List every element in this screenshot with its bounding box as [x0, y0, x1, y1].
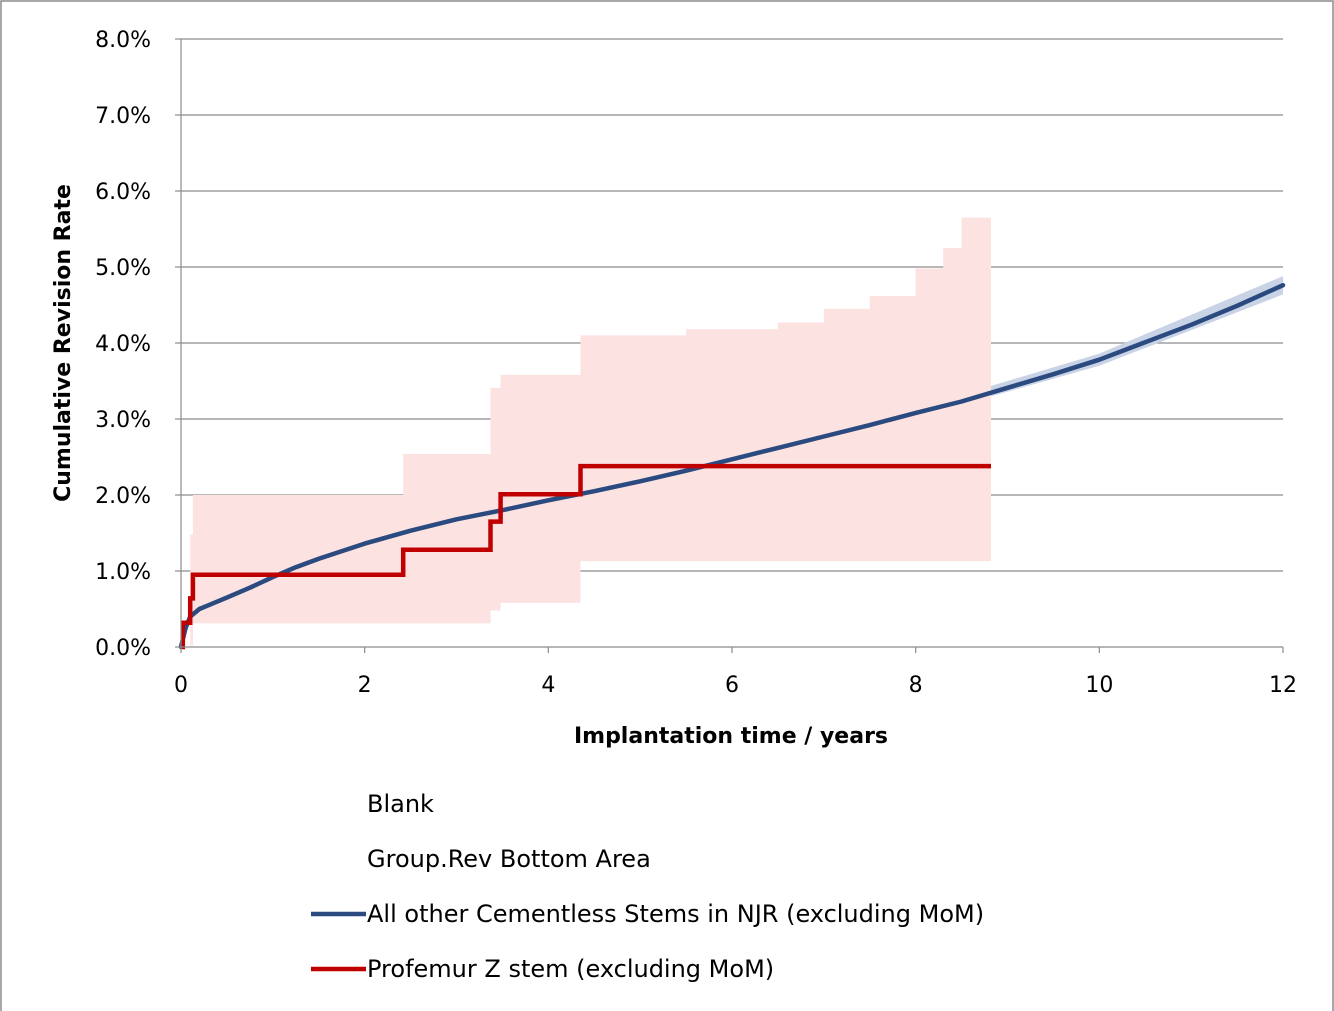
x-tick-label: 2 [358, 673, 372, 698]
confidence-bands [190, 149, 1284, 646]
y-tick-label: 7.0% [95, 104, 151, 129]
x-tick-label: 6 [725, 673, 739, 698]
legend-item-label: Profemur Z stem (excluding MoM) [367, 955, 774, 983]
series-line-profemur [180, 463, 991, 650]
x-tick-labels: 0 2 4 6 8 10 12 [174, 673, 1297, 698]
y-tick-label: 3.0% [95, 408, 151, 433]
y-tick-label: 2.0% [95, 484, 151, 509]
legend-item-label: All other Cementless Stems in NJR (exclu… [367, 900, 984, 928]
x-tick-label: 10 [1085, 673, 1113, 698]
y-tick-label: 1.0% [95, 560, 151, 585]
profemur-confidence-band [190, 149, 991, 646]
y-tick-label: 6.0% [95, 180, 151, 205]
x-tick-label: 12 [1269, 673, 1297, 698]
y-tick-label: 4.0% [95, 332, 151, 357]
y-tick-label: 5.0% [95, 256, 151, 281]
legend-item-label: Group.Rev Bottom Area [367, 845, 651, 873]
axes [175, 38, 1284, 653]
y-tick-labels: 0.0% 1.0% 2.0% 3.0% 4.0% 5.0% 6.0% 7.0% 8.0% [95, 28, 151, 661]
series-lines [178, 282, 1286, 650]
x-tick-label: 4 [541, 673, 555, 698]
legend-item-label: Blank [367, 790, 434, 818]
y-axis-title: Cumulative Revision Rate [51, 184, 76, 502]
y-tick-label: 8.0% [95, 28, 151, 53]
y-tick-label: 0.0% [95, 636, 151, 661]
x-tick-label: 0 [174, 673, 188, 698]
x-axis-title: Implantation time / years [574, 724, 888, 749]
series-line-cementless [178, 282, 1286, 650]
legend: Blank Group.Rev Bottom Area All other Ceme… [311, 790, 984, 983]
x-tick-label: 8 [909, 673, 923, 698]
